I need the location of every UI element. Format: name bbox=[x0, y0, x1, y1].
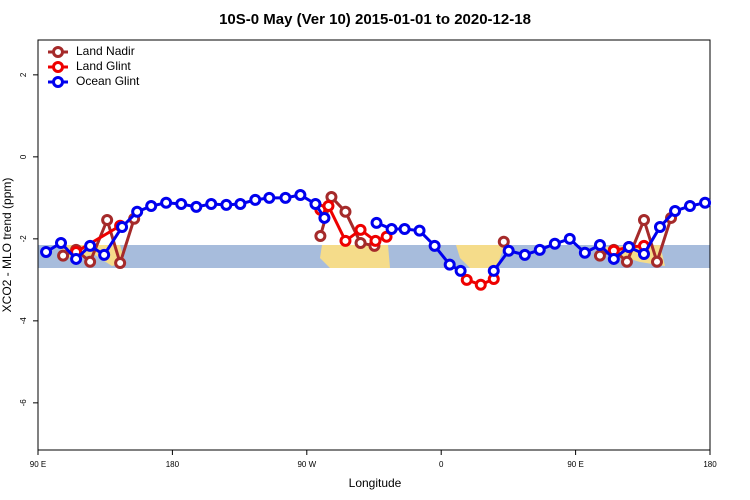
point bbox=[380, 230, 393, 243]
point bbox=[354, 236, 367, 249]
point bbox=[428, 239, 441, 252]
point bbox=[249, 193, 262, 206]
point bbox=[84, 255, 97, 268]
y-tick-label: -6 bbox=[19, 399, 28, 407]
point bbox=[54, 236, 67, 249]
point bbox=[398, 223, 411, 236]
point bbox=[650, 255, 663, 268]
point bbox=[205, 198, 218, 210]
point bbox=[318, 211, 331, 224]
point bbox=[563, 232, 576, 245]
point bbox=[145, 200, 158, 213]
point bbox=[369, 234, 382, 247]
point bbox=[131, 205, 144, 218]
point bbox=[653, 220, 666, 233]
point bbox=[354, 223, 367, 236]
legend-marker bbox=[52, 76, 64, 88]
point bbox=[175, 198, 188, 210]
point bbox=[160, 196, 173, 209]
point bbox=[637, 248, 650, 261]
land bbox=[456, 245, 505, 268]
x-axis-label: Longitude bbox=[349, 476, 402, 490]
point bbox=[101, 213, 114, 226]
point bbox=[593, 239, 606, 251]
point bbox=[98, 248, 111, 261]
point bbox=[487, 264, 500, 277]
point bbox=[339, 234, 352, 247]
point bbox=[57, 249, 70, 262]
point bbox=[443, 258, 456, 271]
point bbox=[314, 229, 327, 242]
y-axis-label: XCO2 - MLO trend (ppm) bbox=[0, 178, 14, 313]
point bbox=[607, 252, 620, 265]
point bbox=[699, 196, 712, 209]
x-tick-label: 0 bbox=[439, 460, 444, 469]
point bbox=[370, 216, 383, 229]
point bbox=[669, 204, 682, 217]
point bbox=[84, 239, 97, 252]
point bbox=[413, 224, 426, 237]
point bbox=[279, 191, 292, 204]
point bbox=[533, 243, 546, 256]
point bbox=[309, 198, 322, 210]
point bbox=[114, 257, 127, 270]
y-tick-label: -4 bbox=[19, 317, 28, 325]
point bbox=[578, 246, 591, 259]
point bbox=[637, 213, 650, 226]
y-tick-label: 0 bbox=[19, 154, 28, 159]
point bbox=[40, 245, 53, 258]
point bbox=[70, 252, 83, 265]
point bbox=[339, 205, 352, 218]
legend-label: Ocean Glint bbox=[76, 74, 140, 88]
point bbox=[474, 278, 487, 291]
y-tick-label: -2 bbox=[19, 235, 28, 243]
point bbox=[385, 223, 398, 236]
point bbox=[294, 188, 307, 201]
point bbox=[322, 200, 335, 213]
legend-label: Land Glint bbox=[76, 59, 131, 73]
legend-label: Land Nadir bbox=[76, 44, 135, 58]
point bbox=[620, 255, 633, 268]
point bbox=[548, 237, 561, 250]
legend-marker bbox=[52, 61, 64, 73]
point bbox=[454, 264, 467, 277]
legend-marker bbox=[52, 46, 64, 58]
chart-title: 10S-0 May (Ver 10) 2015-01-01 to 2020-12… bbox=[219, 11, 531, 28]
plot-frame bbox=[37, 39, 711, 451]
point bbox=[683, 200, 696, 213]
point bbox=[502, 244, 515, 257]
point bbox=[116, 220, 129, 233]
x-tick-label: 90 E bbox=[30, 460, 46, 469]
point bbox=[234, 198, 247, 210]
point bbox=[497, 235, 510, 248]
y-tick-label: 2 bbox=[19, 72, 28, 77]
point bbox=[190, 200, 203, 213]
point bbox=[263, 191, 276, 204]
x-tick-label: 180 bbox=[703, 460, 717, 469]
point bbox=[622, 241, 635, 254]
x-tick-label: 90 E bbox=[567, 460, 583, 469]
point bbox=[593, 249, 606, 262]
point bbox=[460, 273, 473, 286]
series-line bbox=[75, 204, 645, 287]
x-tick-label: 180 bbox=[166, 460, 180, 469]
x-tick-label: 90 W bbox=[297, 460, 316, 469]
point bbox=[518, 248, 531, 261]
point bbox=[220, 198, 233, 211]
